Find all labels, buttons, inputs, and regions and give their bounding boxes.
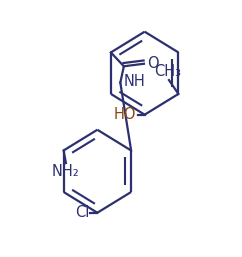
Text: O: O xyxy=(147,56,159,71)
Text: NH₂: NH₂ xyxy=(52,164,80,179)
Text: CH₃: CH₃ xyxy=(154,64,181,79)
Text: HO: HO xyxy=(114,107,136,122)
Text: NH: NH xyxy=(123,74,145,89)
Text: Cl: Cl xyxy=(75,205,89,220)
